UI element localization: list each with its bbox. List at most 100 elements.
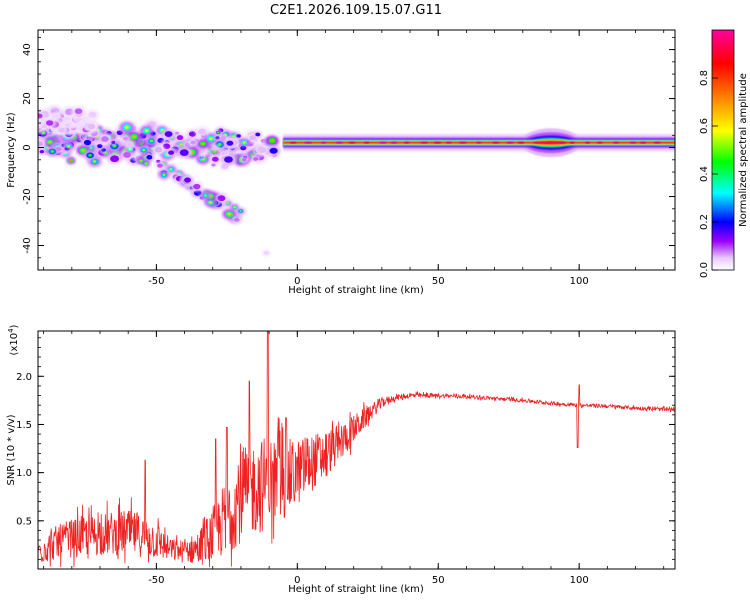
colorbar-label: Normalized spectral amplitude <box>738 73 749 227</box>
colorbar-gradient <box>711 29 735 271</box>
spectral-blob <box>51 113 59 119</box>
spectral-blob <box>157 163 163 168</box>
band-peak-dash <box>612 141 620 144</box>
spectral-blob <box>147 121 157 128</box>
spectral-blob <box>116 130 123 136</box>
spectral-blob <box>162 143 171 150</box>
spectral-blob-core <box>69 159 73 162</box>
spectral-blob-core <box>81 149 85 152</box>
band-peak-dash <box>653 141 662 144</box>
spectral-blob-core <box>232 135 235 138</box>
spectral-blob <box>253 157 259 161</box>
x-tick-label: 0 <box>294 575 300 586</box>
bottom-x-axis-label: Height of straight line (km) <box>288 584 424 595</box>
spectral-blob <box>154 146 163 153</box>
y-multiplier-base: (x10 <box>9 333 20 356</box>
x-tick-label: -50 <box>148 276 164 287</box>
x-tick-label: 50 <box>432 575 445 586</box>
spectral-blob <box>263 250 269 255</box>
spectral-blob-core <box>270 139 274 142</box>
snr-panel: -50 0 50 100 0.5 1.0 1.5 2.0 Height of straight… <box>6 324 676 595</box>
spectral-blob <box>184 177 191 183</box>
spectral-blob <box>212 146 218 150</box>
spectral-blob <box>193 190 202 196</box>
band-peak-dash <box>545 141 552 144</box>
band-peak-dash <box>505 141 515 144</box>
spectral-blob-core <box>217 143 222 147</box>
spectrogram-image <box>38 105 675 257</box>
spectral-blob <box>223 150 229 154</box>
spectral-blob-core <box>162 173 166 177</box>
spectral-blob <box>83 139 92 146</box>
y-tick-label: -20 <box>22 188 33 204</box>
band-peak-dash <box>629 141 637 144</box>
spectral-blob <box>90 130 98 137</box>
spectral-blob-core <box>201 142 205 145</box>
spectral-blob-core <box>124 125 129 129</box>
band-peak-dash <box>491 141 501 144</box>
spectral-blob-core <box>50 150 55 153</box>
top-x-axis-label: Height of straight line (km) <box>288 285 424 296</box>
band-peak-dash <box>378 141 388 144</box>
band-peak-dash <box>475 141 482 144</box>
spectral-blob <box>233 217 240 222</box>
spectral-blob-core <box>89 146 93 149</box>
spectrogram-panel: -50 0 50 100 -40 -20 0 20 40 Height of straight … <box>6 29 676 296</box>
spectral-blob <box>190 140 196 145</box>
spectral-blob <box>211 156 219 162</box>
top-plot-frame <box>37 29 676 271</box>
band-peak-dash <box>596 141 604 144</box>
spectral-blob-core <box>92 160 97 163</box>
x-tick-label: 100 <box>570 575 589 586</box>
spectral-blob-core <box>88 153 92 157</box>
spectral-blob <box>236 134 241 138</box>
spectral-blob-core <box>132 135 136 139</box>
snr-series-line <box>38 331 675 568</box>
spectral-blob-core <box>179 143 183 146</box>
spectral-blob <box>217 195 226 202</box>
bottom-axis-ticks: -50 0 50 100 0.5 1.0 1.5 2.0 <box>16 331 675 586</box>
spectral-blob <box>97 144 103 149</box>
spectral-blob <box>65 108 74 116</box>
spectral-blob-core <box>42 132 45 134</box>
spectral-blob <box>110 155 120 163</box>
y-tick-label: 1.5 <box>16 420 32 431</box>
band-peak-dash <box>419 141 429 144</box>
spectral-blob-core <box>208 200 212 204</box>
spectral-blob <box>164 131 173 138</box>
spectral-blob <box>179 149 189 156</box>
band-peak-dash <box>458 141 468 144</box>
band-peak-dash <box>403 141 410 144</box>
spectral-blob-core <box>112 144 117 148</box>
band-peak-dash <box>639 141 647 144</box>
spectral-blob-core <box>227 212 232 216</box>
spectral-blob <box>215 136 220 140</box>
spectral-blob <box>240 145 247 151</box>
spectral-blob <box>39 150 45 154</box>
spectral-blob <box>241 158 247 162</box>
spectral-blob <box>45 120 54 126</box>
top-y-axis-label: Frequency (Hz) <box>6 112 17 188</box>
top-axis-ticks: -50 0 50 100 -40 -20 0 20 40 <box>22 30 675 287</box>
spectral-blob <box>58 127 65 133</box>
spectral-blob-core <box>233 206 236 209</box>
band-peak-dash <box>584 141 590 144</box>
spectral-blob <box>198 128 207 135</box>
spectral-blob <box>226 140 234 146</box>
spectral-blob <box>224 156 233 163</box>
band-peak-dash <box>569 141 576 144</box>
spectral-blob <box>123 151 132 158</box>
spectral-blob-core <box>213 150 216 153</box>
spectral-blob <box>38 141 44 147</box>
band-peak-dash <box>557 141 567 144</box>
spectral-blob-core <box>204 194 208 197</box>
spectral-blob <box>123 136 129 141</box>
spectral-blob-core <box>139 160 143 162</box>
spectral-blob <box>146 155 153 160</box>
spectral-blob <box>193 183 201 190</box>
spectral-blob <box>197 147 206 154</box>
spectral-blob <box>188 131 197 137</box>
spectral-blob <box>88 111 97 118</box>
x-tick-label: 50 <box>432 276 445 287</box>
spectral-blob-core <box>227 202 230 204</box>
